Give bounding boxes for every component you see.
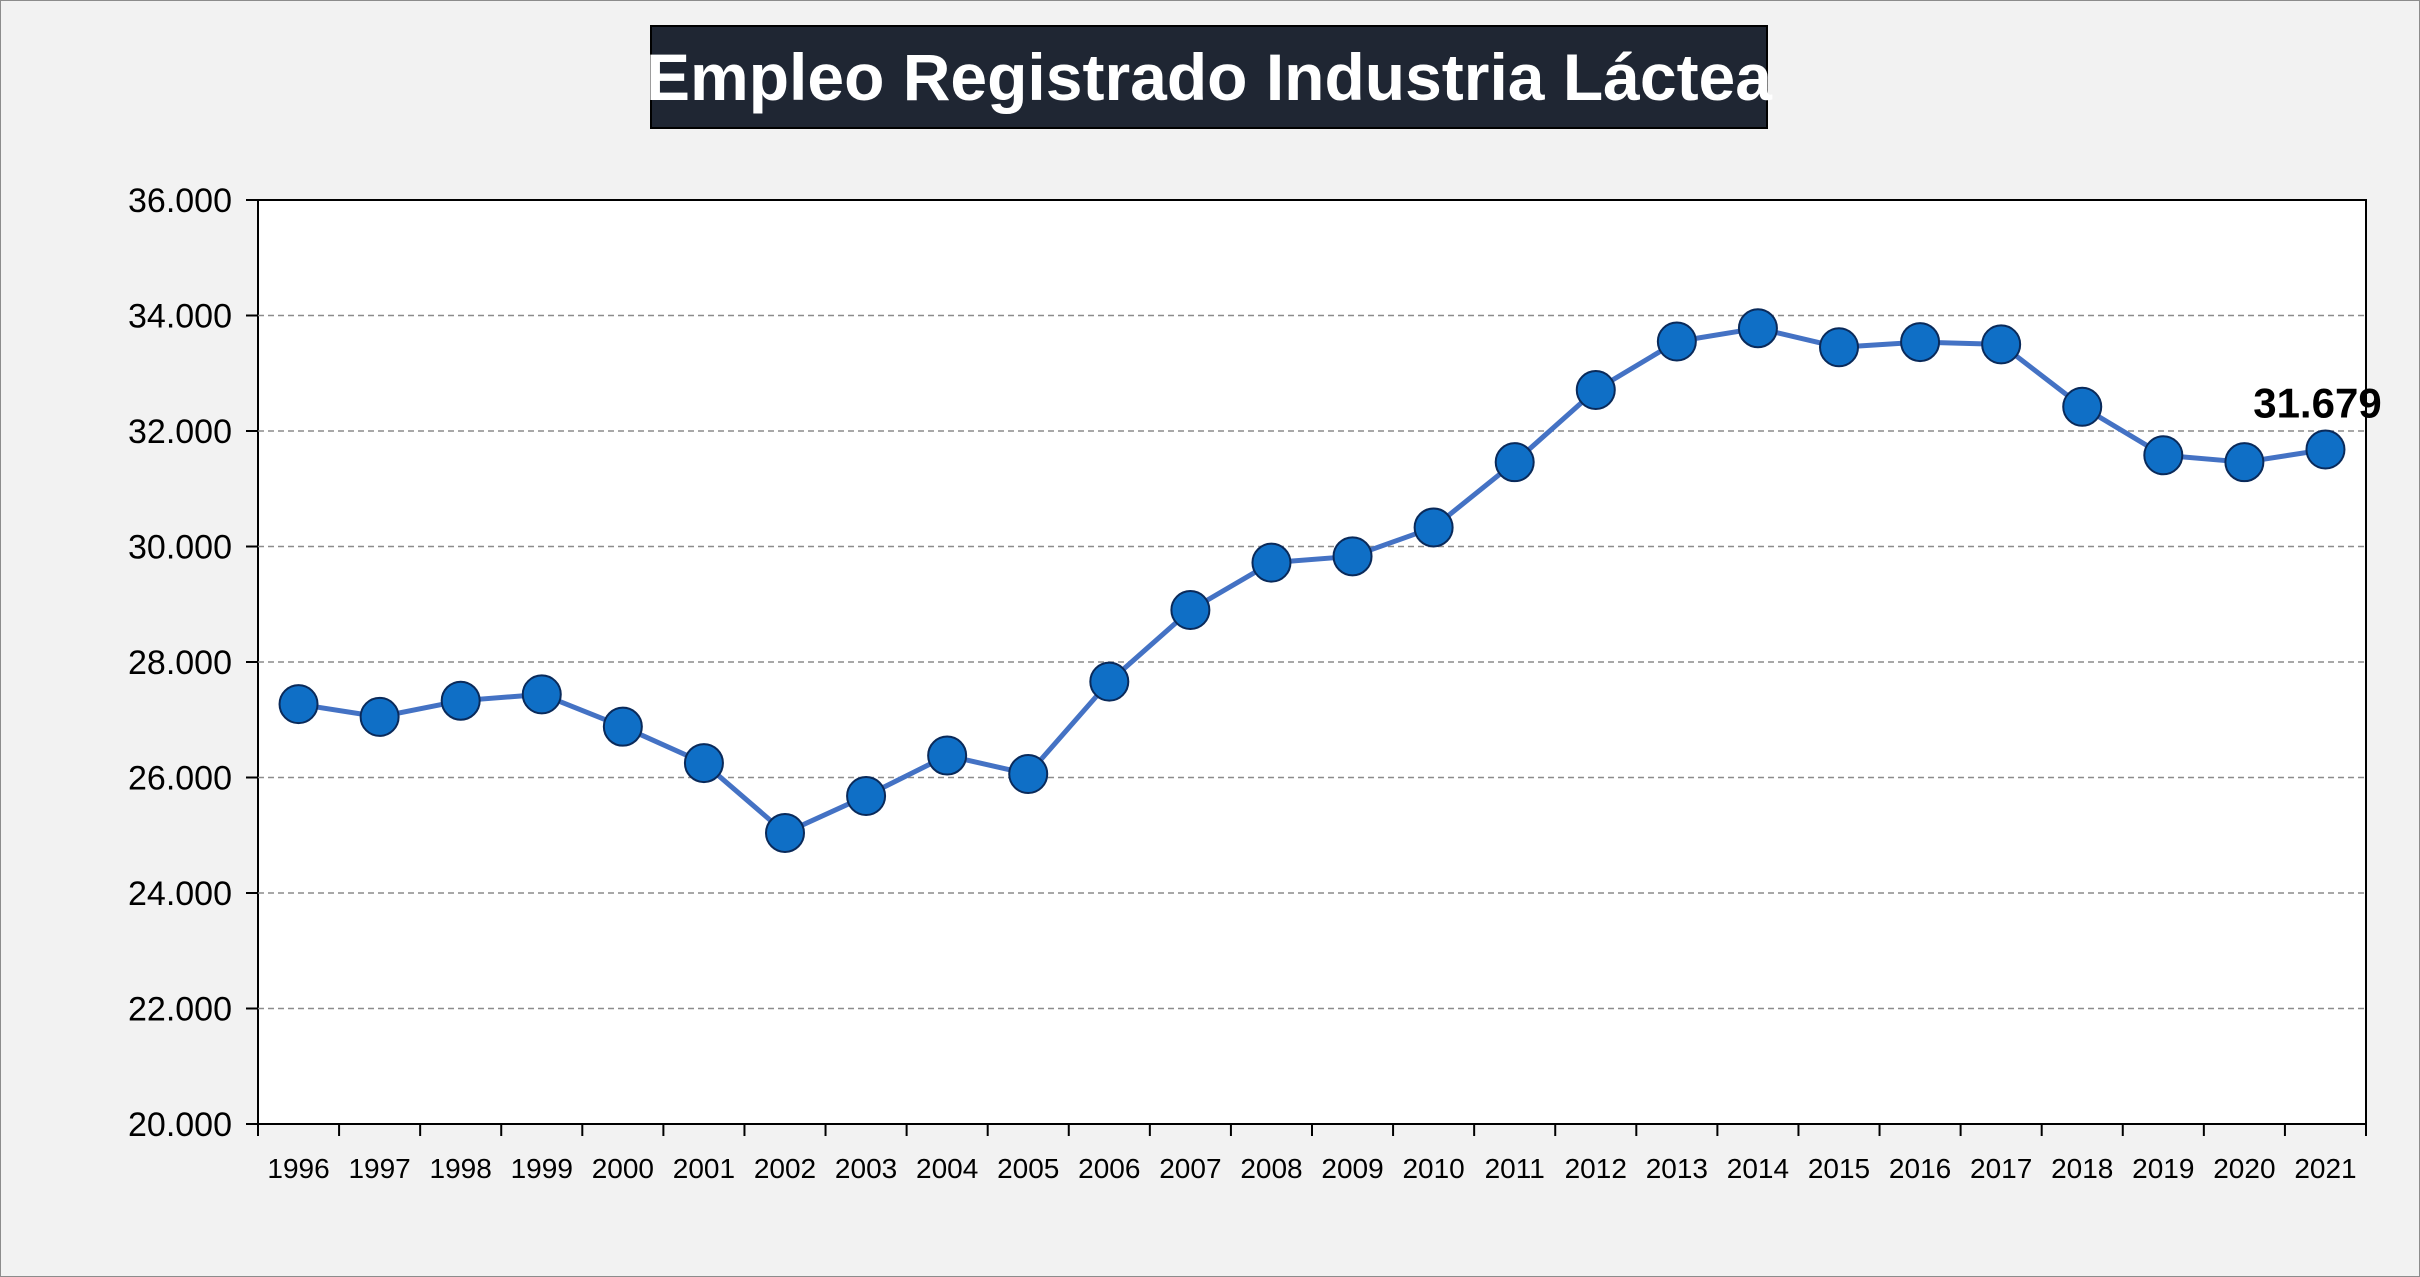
- chart-title: Empleo Registrado Industria Láctea: [646, 25, 1772, 129]
- data-point: [1737, 308, 1778, 349]
- y-tick-label: 32.000: [128, 413, 232, 451]
- data-point: [602, 706, 643, 747]
- x-tick-label: 2018: [2051, 1153, 2113, 1184]
- x-tick-label: 2011: [1485, 1153, 1545, 1184]
- series: [278, 308, 2346, 853]
- x-tick-label: 2009: [1321, 1153, 1383, 1184]
- x-tick-label: 1998: [430, 1153, 492, 1184]
- x-tick-label: 2014: [1727, 1153, 1789, 1184]
- data-point: [1251, 542, 1292, 583]
- x-tick-label: 1996: [267, 1153, 329, 1184]
- data-point: [927, 735, 968, 776]
- y-tick-label: 22.000: [128, 991, 232, 1029]
- x-tick-label: 2003: [835, 1153, 897, 1184]
- data-point: [521, 674, 562, 715]
- data-point: [1981, 324, 2022, 365]
- x-tick-label: 2001: [673, 1153, 735, 1184]
- data-point: [846, 775, 887, 816]
- gridlines: [258, 314, 2366, 1010]
- data-point: [1089, 661, 1130, 702]
- x-tick-label: 2017: [1970, 1153, 2032, 1184]
- y-tick-label: 36.000: [128, 182, 232, 220]
- x-tick-label: 1997: [348, 1153, 410, 1184]
- x-tick-label: 2008: [1240, 1153, 1302, 1184]
- x-tick-label: 2004: [916, 1153, 978, 1184]
- data-point: [1332, 536, 1373, 577]
- data-point: [1656, 321, 1697, 362]
- x-tick-label: 2016: [1889, 1153, 1951, 1184]
- data-point: [440, 680, 481, 721]
- data-point: [683, 743, 724, 784]
- data-point: [359, 696, 400, 737]
- data-point: [2143, 435, 2184, 476]
- data-point: [1413, 507, 1454, 548]
- y-tick-label: 24.000: [128, 875, 232, 913]
- x-tick-label: 2005: [997, 1153, 1059, 1184]
- y-tick-label: 28.000: [128, 644, 232, 682]
- axes: 20.000 22.000 24.000 26.000 28.000 30.000 32.0…: [128, 182, 2367, 1184]
- x-tick-label: 2010: [1402, 1153, 1464, 1184]
- y-tick-label: 26.000: [128, 760, 232, 798]
- data-point: [1900, 322, 1941, 363]
- x-tick-label: 2019: [2132, 1153, 2194, 1184]
- x-tick-label: 2012: [1565, 1153, 1627, 1184]
- data-point: [1575, 369, 1616, 410]
- data-point: [1008, 754, 1049, 795]
- x-tick-label: 2002: [754, 1153, 816, 1184]
- y-tick-label: 30.000: [128, 529, 232, 567]
- x-tick-label: 2000: [592, 1153, 654, 1184]
- data-label: 31.679: [2253, 380, 2381, 427]
- x-tick-label: 2021: [2294, 1153, 2356, 1184]
- data-point: [2062, 386, 2103, 427]
- x-tick-label: 1999: [511, 1153, 573, 1184]
- x-tick-label: 2013: [1646, 1153, 1708, 1184]
- x-tick-label: 2015: [1808, 1153, 1870, 1184]
- data-point: [2305, 429, 2346, 470]
- data-point: [765, 812, 805, 853]
- y-tick-label: 34.000: [128, 298, 232, 336]
- data-point: [278, 684, 319, 725]
- x-tick-label: 2006: [1078, 1153, 1140, 1184]
- x-tick-label: 2020: [2213, 1153, 2275, 1184]
- data-point: [1170, 590, 1211, 631]
- data-point: [1494, 442, 1535, 483]
- y-tick-label: 20.000: [128, 1106, 232, 1144]
- data-point: [2224, 442, 2265, 483]
- x-tick-label: 2007: [1159, 1153, 1221, 1184]
- data-point: [1819, 327, 1859, 368]
- labels: 31.679: [2253, 380, 2381, 427]
